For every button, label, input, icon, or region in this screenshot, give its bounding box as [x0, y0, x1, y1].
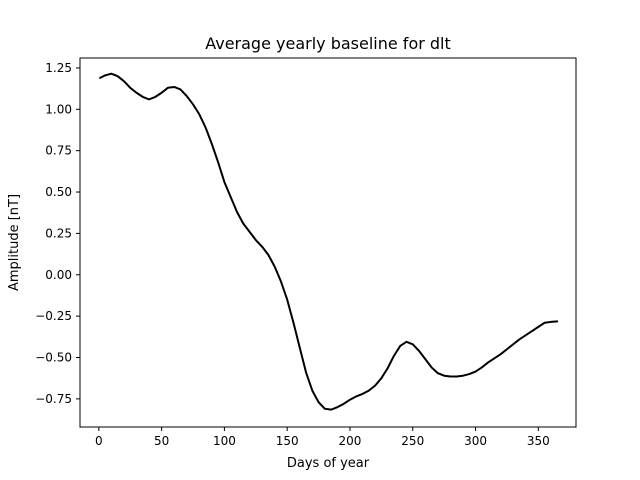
y-tick-label: −0.75: [35, 392, 72, 406]
y-tick-label: 0.50: [45, 185, 72, 199]
x-tick-label: 50: [154, 434, 169, 448]
x-tick-label: 150: [276, 434, 299, 448]
y-tick-label: 1.00: [45, 102, 72, 116]
series-layer: [99, 72, 559, 411]
x-axis-label: Days of year: [287, 456, 370, 471]
y-tick-label: −0.25: [35, 309, 72, 323]
x-tick-label: 300: [464, 434, 487, 448]
y-axis-label: Amplitude [nT]: [7, 194, 22, 291]
y-axis-ticks: 1.25 1.00 0.75 0.50 0.25 0.00 −0.25 −0.50 −0.75: [35, 61, 80, 406]
x-tick-label: 200: [339, 434, 362, 448]
plot-frame: [79, 57, 577, 428]
series-line-dlt: [99, 72, 559, 411]
y-tick-label: 1.25: [45, 61, 72, 75]
y-tick-label: 0.75: [45, 144, 72, 158]
x-tick-label: 250: [401, 434, 424, 448]
x-tick-label: 0: [95, 434, 103, 448]
y-tick-label: −0.50: [35, 351, 72, 365]
y-tick-label: 0.25: [45, 226, 72, 240]
x-axis-ticks: 0 50 100 150 200 250 300 350: [95, 427, 550, 448]
y-tick-label: 0.00: [45, 268, 72, 282]
chart-title: Average yearly baseline for dlt: [205, 34, 451, 53]
x-tick-label: 100: [213, 434, 236, 448]
x-tick-label: 350: [527, 434, 550, 448]
